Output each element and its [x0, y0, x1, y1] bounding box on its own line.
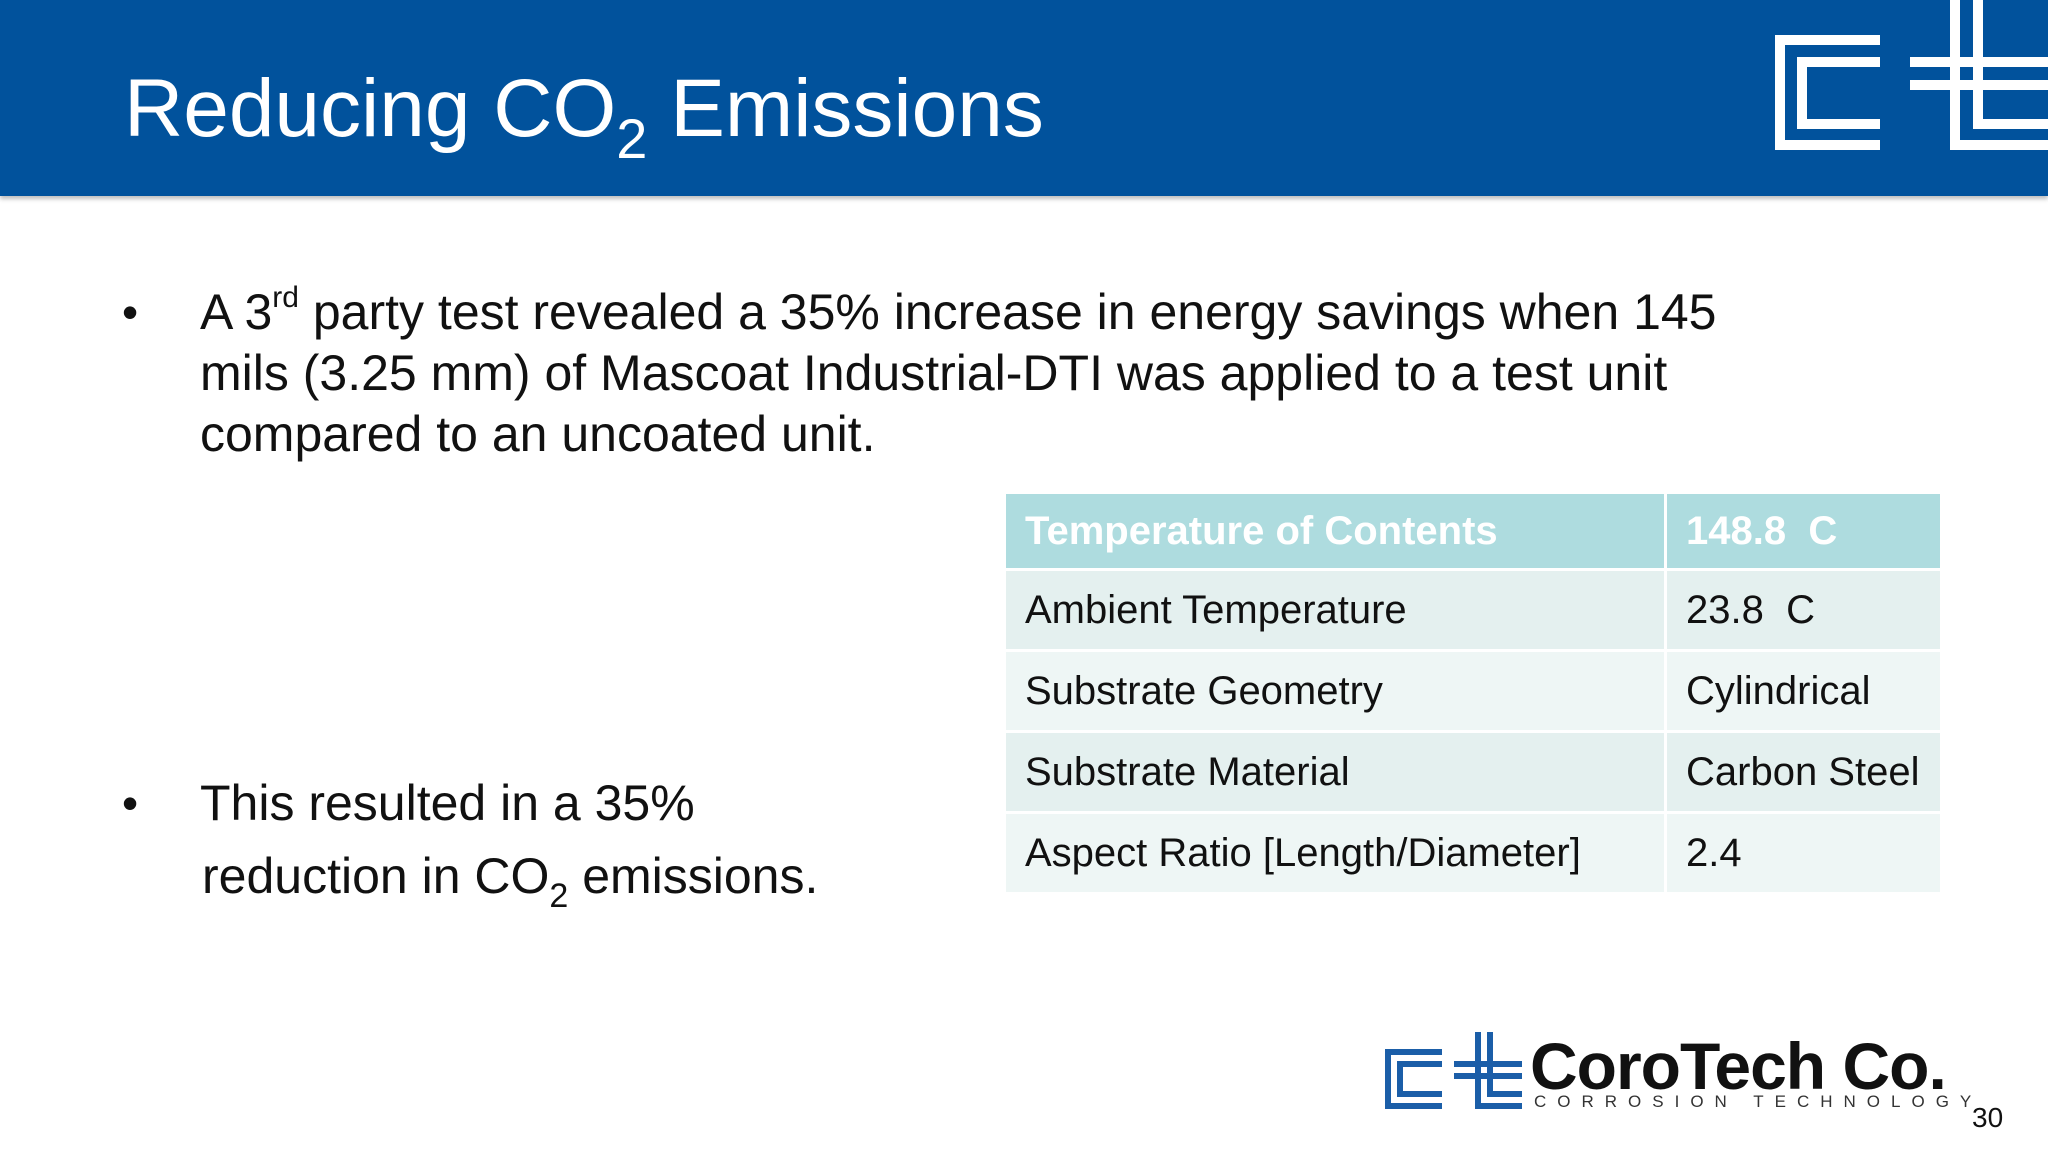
- bullet-text: reduction in CO2 emissions.: [202, 848, 819, 915]
- table-row: Substrate Material Carbon Steel: [1003, 730, 1943, 814]
- table-cell: Substrate Material: [1003, 730, 1667, 814]
- header-bar: [0, 0, 2048, 196]
- table-cell: Substrate Geometry: [1003, 649, 1667, 733]
- table-cell: Ambient Temperature: [1003, 568, 1667, 652]
- table-row: Ambient Temperature 23.8 C: [1003, 568, 1943, 652]
- table-cell: Carbon Steel: [1664, 730, 1943, 814]
- brand-tagline: CORROSION TECHNOLOGY: [1534, 1092, 1983, 1111]
- table-row: Aspect Ratio [Length/Diameter] 2.4: [1003, 811, 1943, 895]
- data-table: Temperature of Contents 148.8 C Ambient Te…: [1003, 491, 1943, 895]
- table-cell: 2.4: [1664, 811, 1943, 895]
- header-logo: [1775, 0, 2048, 150]
- table-cell: Aspect Ratio [Length/Diameter]: [1003, 811, 1667, 895]
- bullet-dot: •: [122, 286, 139, 338]
- bullet-dot: •: [122, 777, 139, 829]
- table-cell: 23.8 C: [1664, 568, 1943, 652]
- footer-logo: [1385, 1032, 1522, 1109]
- brand-name: CoroTech Co.: [1530, 1029, 1947, 1103]
- bullet-text: A 3rd party test revealed a 35% increase…: [200, 281, 1717, 463]
- table-cell: Cylindrical: [1664, 649, 1943, 733]
- table-row: Substrate Geometry Cylindrical: [1003, 649, 1943, 733]
- bullet-text: This resulted in a 35%: [200, 775, 695, 831]
- page-number: 30: [1972, 1102, 2004, 1133]
- table-cell: 148.8 C: [1664, 491, 1943, 571]
- table-cell: Temperature of Contents: [1003, 491, 1667, 571]
- table-header-row: Temperature of Contents 148.8 C: [1003, 491, 1943, 571]
- title: Reducing CO2 Emissions: [124, 63, 1044, 170]
